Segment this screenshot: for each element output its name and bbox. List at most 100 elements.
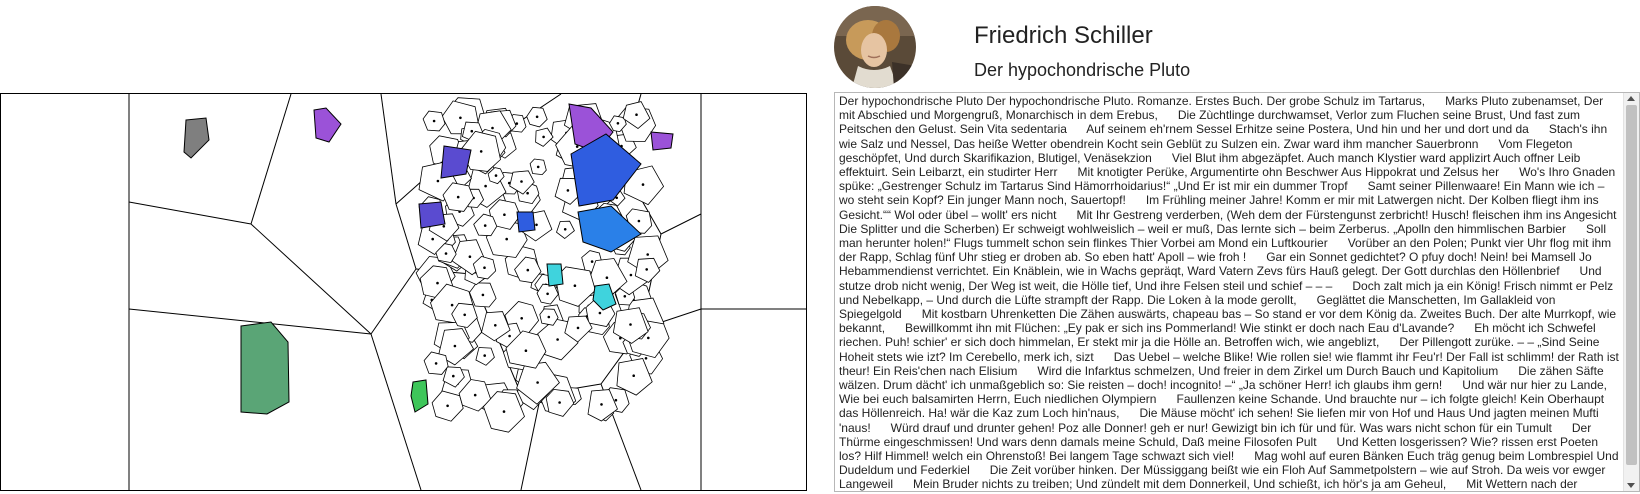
cell-dot[interactable] bbox=[436, 281, 439, 285]
cell-dot[interactable] bbox=[542, 135, 545, 139]
cell-dot[interactable] bbox=[459, 116, 462, 120]
cell-dot[interactable] bbox=[431, 237, 435, 241]
cell-dot[interactable] bbox=[576, 326, 580, 330]
highlighted-cell[interactable] bbox=[570, 133, 642, 207]
cell-dot[interactable] bbox=[615, 196, 618, 200]
cell-dot[interactable] bbox=[575, 145, 579, 148]
cell-dot[interactable] bbox=[524, 349, 528, 352]
cell-dot[interactable] bbox=[536, 381, 539, 384]
cell-dot[interactable] bbox=[546, 292, 549, 296]
cell-dot[interactable] bbox=[629, 323, 632, 326]
cell-dot[interactable] bbox=[494, 174, 498, 177]
highlighted-cell[interactable] bbox=[650, 131, 674, 151]
cell-dot[interactable] bbox=[605, 276, 609, 279]
cell-dot[interactable] bbox=[442, 225, 446, 228]
cell-dot[interactable] bbox=[619, 336, 622, 340]
cell-dot[interactable] bbox=[503, 213, 506, 216]
cell-dot[interactable] bbox=[491, 126, 494, 130]
cell-dot[interactable] bbox=[470, 129, 474, 133]
cell-edge[interactable] bbox=[380, 94, 397, 205]
cell-dot[interactable] bbox=[526, 191, 529, 195]
cell-dot[interactable] bbox=[468, 255, 472, 258]
cell-dot[interactable] bbox=[641, 183, 645, 186]
cell-dot[interactable] bbox=[502, 410, 506, 413]
cell-dot[interactable] bbox=[452, 374, 455, 378]
cell-dot[interactable] bbox=[483, 224, 487, 227]
cell-dot[interactable] bbox=[629, 273, 633, 277]
cell-dot[interactable] bbox=[526, 268, 530, 272]
cell-dot[interactable] bbox=[535, 115, 539, 119]
vertical-scrollbar[interactable] bbox=[1623, 93, 1639, 491]
highlighted-cell[interactable] bbox=[516, 211, 536, 233]
cell-dot[interactable] bbox=[483, 354, 487, 357]
poem-text-area[interactable]: Der hypochondrische Pluto Der hypochondr… bbox=[834, 92, 1640, 492]
cell-dot[interactable] bbox=[635, 113, 638, 116]
highlighted-cell[interactable] bbox=[240, 321, 290, 415]
voronoi-cell[interactable] bbox=[587, 389, 618, 422]
cell-dot[interactable] bbox=[432, 119, 436, 123]
cell-dot[interactable] bbox=[535, 223, 538, 227]
cell-dot[interactable] bbox=[623, 295, 627, 298]
cell-dot[interactable] bbox=[645, 268, 648, 271]
cell-dot[interactable] bbox=[473, 393, 477, 397]
cell-dot[interactable] bbox=[494, 324, 497, 327]
scroll-thumb[interactable] bbox=[1626, 105, 1637, 465]
cell-dot[interactable] bbox=[463, 313, 467, 317]
highlighted-cell[interactable] bbox=[440, 145, 472, 179]
cell-edge[interactable] bbox=[660, 213, 702, 235]
cell-dot[interactable] bbox=[558, 401, 561, 404]
cell-edge[interactable] bbox=[370, 268, 417, 335]
cell-dot[interactable] bbox=[456, 195, 460, 199]
cell-dot[interactable] bbox=[547, 315, 551, 319]
cell-dot[interactable] bbox=[556, 338, 559, 341]
cell-edge[interactable] bbox=[520, 393, 542, 490]
cell-dot[interactable] bbox=[590, 260, 594, 263]
cell-dot[interactable] bbox=[481, 293, 485, 297]
voronoi-visualization[interactable] bbox=[0, 93, 807, 491]
highlighted-cell[interactable] bbox=[183, 117, 210, 159]
highlighted-cell[interactable] bbox=[418, 201, 446, 229]
cell-dot[interactable] bbox=[450, 303, 454, 307]
cell-edge[interactable] bbox=[395, 203, 417, 270]
cell-dot[interactable] bbox=[644, 357, 648, 360]
cell-dot[interactable] bbox=[508, 334, 511, 338]
highlighted-cell[interactable] bbox=[410, 379, 429, 413]
cell-dot[interactable] bbox=[484, 184, 487, 188]
cell-dot[interactable] bbox=[600, 403, 603, 406]
voronoi-cell[interactable] bbox=[616, 358, 653, 396]
cell-dot[interactable] bbox=[520, 180, 523, 183]
cell-dot[interactable] bbox=[515, 122, 519, 125]
cell-dot[interactable] bbox=[573, 284, 577, 287]
cell-dot[interactable] bbox=[614, 398, 618, 402]
cell-dot[interactable] bbox=[536, 165, 540, 169]
highlighted-cell[interactable] bbox=[313, 107, 342, 143]
cell-dot[interactable] bbox=[563, 228, 567, 231]
cell-edge[interactable] bbox=[128, 201, 252, 225]
cell-dot[interactable] bbox=[444, 252, 448, 255]
cell-edge[interactable] bbox=[250, 223, 372, 335]
cell-dot[interactable] bbox=[646, 253, 649, 256]
cell-dot[interactable] bbox=[483, 266, 486, 269]
highlighted-cell[interactable] bbox=[546, 263, 564, 287]
cell-dot[interactable] bbox=[505, 237, 509, 241]
voronoi-cell[interactable] bbox=[438, 328, 475, 366]
voronoi-canvas[interactable] bbox=[1, 94, 806, 490]
highlighted-cell[interactable] bbox=[592, 283, 617, 311]
cell-dot[interactable] bbox=[647, 336, 650, 340]
scroll-up-arrow-icon[interactable] bbox=[1627, 96, 1635, 101]
cell-dot[interactable] bbox=[434, 362, 438, 365]
cell-edge[interactable] bbox=[250, 94, 292, 225]
cell-dot[interactable] bbox=[479, 150, 483, 153]
cell-dot[interactable] bbox=[446, 404, 449, 408]
cell-edge[interactable] bbox=[370, 333, 422, 490]
cell-dot[interactable] bbox=[637, 219, 641, 223]
highlighted-cell[interactable] bbox=[577, 205, 642, 253]
cell-dot[interactable] bbox=[520, 317, 523, 320]
cell-dot[interactable] bbox=[566, 189, 570, 192]
cell-edge[interactable] bbox=[128, 308, 372, 335]
cell-dot[interactable] bbox=[632, 374, 635, 378]
cell-dot[interactable] bbox=[436, 179, 440, 183]
cell-dot[interactable] bbox=[616, 122, 620, 125]
scroll-down-arrow-icon[interactable] bbox=[1627, 483, 1635, 488]
cell-dot[interactable] bbox=[598, 311, 602, 315]
